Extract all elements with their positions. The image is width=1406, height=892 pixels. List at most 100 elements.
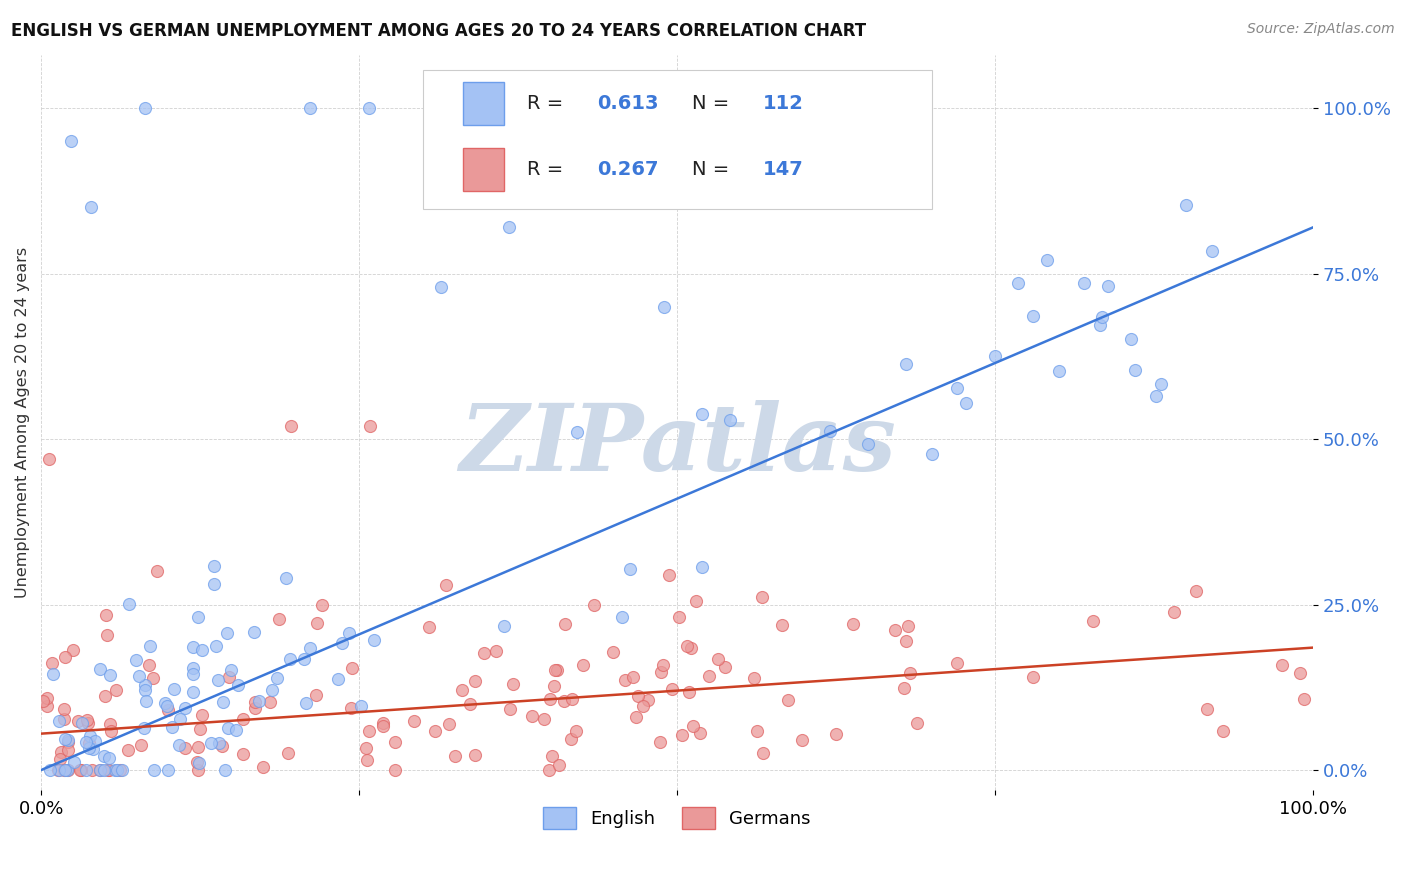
Point [685,593,707,607]
Point [156,703,179,717]
Point [181,661,204,675]
Point [135,694,157,708]
Point [49,746,72,760]
Legend: English, Germans: English, Germans [536,799,818,836]
Point [1175,198,1198,212]
Point [946,381,969,395]
Point [502,676,524,690]
Point [58,733,80,747]
Point [77,715,100,730]
Point [276,570,298,584]
Point [211,739,233,753]
Text: Source: ZipAtlas.com: Source: ZipAtlas.com [1247,22,1395,37]
Point [52,712,75,726]
Point [751,591,773,605]
Point [1083,614,1105,628]
Point [200,736,222,750]
Point [66,714,89,728]
Point [955,396,977,410]
Point [458,697,481,711]
Point [96,628,118,642]
Point [770,617,793,632]
Point [311,598,333,612]
Point [58,743,80,757]
Point [183,640,205,654]
Point [745,723,768,738]
Text: N =: N = [693,161,735,179]
Point [80,763,103,777]
Point [713,660,735,674]
Point [94,607,117,622]
Point [897,619,920,633]
Point [53,763,76,777]
Point [434,578,457,592]
Point [60,134,83,148]
Point [430,280,453,294]
Point [156,698,179,713]
Point [83,734,105,748]
Point [139,639,162,653]
Point [48,763,70,777]
FancyBboxPatch shape [423,70,932,210]
Text: N =: N = [693,95,735,113]
Point [169,712,191,726]
Text: 0.267: 0.267 [598,161,658,179]
Point [82,742,104,756]
Point [1197,702,1219,716]
Point [423,723,446,738]
Point [610,610,633,624]
Point [498,220,520,235]
Point [1271,657,1294,672]
Point [1121,332,1143,346]
Point [225,723,247,737]
Text: 147: 147 [762,161,803,179]
Point [35,691,58,706]
Point [76,713,98,727]
Text: 112: 112 [762,95,803,113]
Point [668,610,690,624]
Point [69,763,91,777]
Point [543,679,565,693]
Point [650,665,672,680]
Point [842,616,865,631]
Point [53,650,76,665]
Point [540,749,562,764]
Point [79,201,101,215]
Point [522,708,544,723]
Point [648,734,671,748]
Bar [464,82,505,125]
Point [70,763,93,777]
Point [259,695,281,709]
Point [384,763,406,777]
Point [55,732,77,747]
Point [898,665,921,680]
Point [48,763,70,777]
Point [1144,389,1167,403]
Point [905,716,928,731]
Point [499,701,522,715]
Point [134,683,156,698]
Point [1021,670,1043,684]
Point [75,763,97,777]
Point [167,738,190,752]
Point [160,720,183,734]
Point [48,714,70,729]
Y-axis label: Unemployment Among Ages 20 to 24 years: Unemployment Among Ages 20 to 24 years [15,247,30,599]
Point [1123,363,1146,377]
Point [125,653,148,667]
Point [690,408,713,422]
Point [105,763,128,777]
Point [232,712,254,726]
Point [621,670,644,684]
Point [153,696,176,710]
Point [1201,244,1223,258]
Point [451,683,474,698]
Point [1073,276,1095,290]
Point [778,693,800,707]
Point [472,646,495,660]
Point [217,626,239,640]
Point [1292,692,1315,706]
Point [266,671,288,685]
Point [582,598,605,612]
Point [146,565,169,579]
